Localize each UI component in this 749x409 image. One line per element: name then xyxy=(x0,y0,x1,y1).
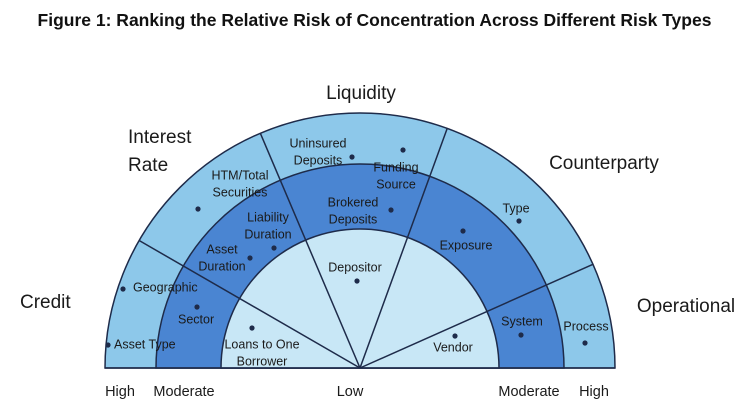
diagram: Credit Interest Rate Liquidity Counterparty O… xyxy=(0,0,749,409)
item-label: Asset Type xyxy=(114,337,176,351)
item-label: Brokered xyxy=(328,195,379,209)
item-label: Duration xyxy=(244,227,291,241)
item-label: Borrower xyxy=(237,354,288,368)
item-label: Sector xyxy=(178,312,214,326)
item-dot xyxy=(271,245,276,250)
item-dot xyxy=(105,342,110,347)
item-dot xyxy=(518,332,523,337)
item-label: Duration xyxy=(198,259,245,273)
item-label: Funding xyxy=(373,160,418,174)
item-label: Geographic xyxy=(133,280,198,294)
scale-label: High xyxy=(105,384,135,400)
item-label: Vendor xyxy=(433,340,473,354)
category-label: Liquidity xyxy=(326,83,396,104)
item-label: Asset xyxy=(206,242,238,256)
rings xyxy=(105,113,615,368)
item-label: Exposure xyxy=(440,238,493,252)
item-dot xyxy=(460,228,465,233)
item-dot xyxy=(195,206,200,211)
scale-label: Moderate xyxy=(153,384,214,400)
item-dot xyxy=(582,340,587,345)
item-dot xyxy=(349,154,354,159)
item-label: Loans to One xyxy=(224,337,299,351)
item-dot xyxy=(354,278,359,283)
item-label: Securities xyxy=(213,185,268,199)
item-dot xyxy=(194,304,199,309)
item-dot xyxy=(247,255,252,260)
item-label: Liability xyxy=(247,210,289,224)
category-label: Interest xyxy=(128,127,192,148)
item-label: Depositor xyxy=(328,260,382,274)
item-dot xyxy=(120,286,125,291)
item-label: Process xyxy=(563,319,608,333)
page: {"title": "Figure 1: Ranking the Relativ… xyxy=(0,0,749,409)
scale-label: Low xyxy=(337,384,364,400)
item-dot xyxy=(452,333,457,338)
scale-label: High xyxy=(579,384,609,400)
item-label: Uninsured xyxy=(290,136,347,150)
category-label: Rate xyxy=(128,155,168,176)
item-dot xyxy=(516,218,521,223)
item-label: Deposits xyxy=(294,153,343,167)
item-label: Source xyxy=(376,177,416,191)
item-label: HTM/Total xyxy=(212,168,269,182)
category-label: Operational xyxy=(637,296,735,317)
item-dot xyxy=(388,207,393,212)
scale-label: Moderate xyxy=(498,384,559,400)
category-label: Credit xyxy=(20,292,71,313)
item-dot xyxy=(249,325,254,330)
item-label: System xyxy=(501,314,543,328)
item-label: Type xyxy=(502,201,529,215)
category-label: Counterparty xyxy=(549,153,659,174)
item-label: Deposits xyxy=(329,212,378,226)
item-dot xyxy=(400,147,405,152)
